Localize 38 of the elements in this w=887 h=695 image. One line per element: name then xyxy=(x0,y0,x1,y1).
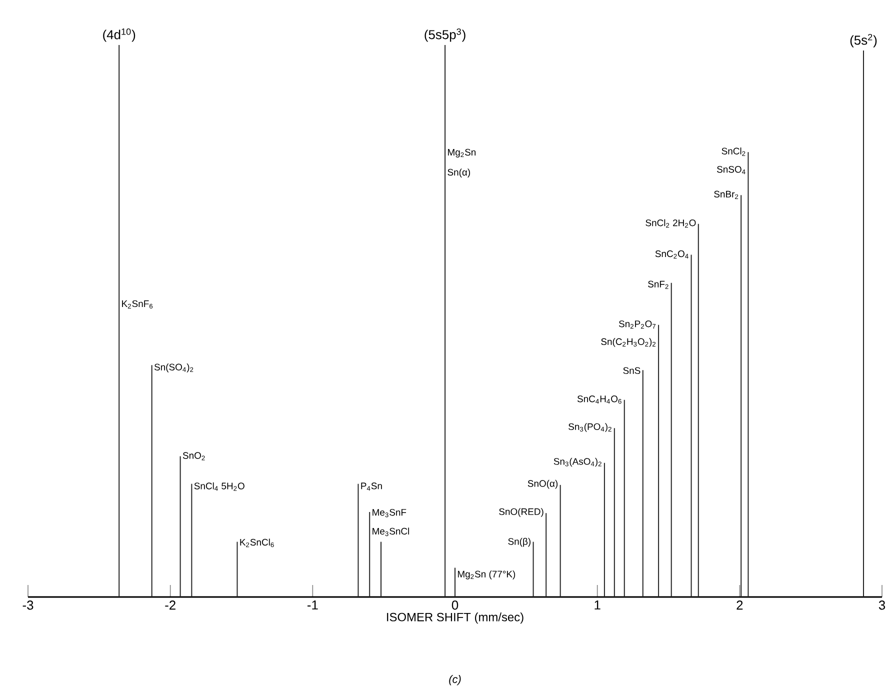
annotation: SnBr$_{2}$ xyxy=(714,190,738,199)
x-tick-label: 2 xyxy=(736,600,743,610)
x-axis-title: ISOMER SHIFT (mm/sec) xyxy=(387,612,524,624)
annotation: Sn$_{3}$(PO$_{4}$)$_{2}$ xyxy=(568,423,612,432)
annotation: Sn(α) xyxy=(448,168,470,178)
x-tick-label: -1 xyxy=(307,600,318,610)
annotation: (5s5p$^{3}$) xyxy=(424,28,466,42)
annotation: Sn$_{3}$(AsO$_{4}$)$_{2}$ xyxy=(554,458,602,467)
x-tick-label: 1 xyxy=(594,600,600,610)
x-tick-label: 0 xyxy=(452,600,458,610)
annotation: SnC$_{2}$O$_{4}$ xyxy=(655,250,688,259)
x-tick-label: -3 xyxy=(22,600,34,610)
annotation: Sn$_{2}$P$_{2}$O$_{7}$ xyxy=(618,320,656,329)
annotation: (4d$^{10}$) xyxy=(103,28,136,42)
annotation: (5s$^{2}$) xyxy=(850,34,877,48)
annotation: K$_{2}$SnCl$_{6}$ xyxy=(240,538,274,548)
annotation: SnC$_{4}$H$_{4}$O$_{6}$ xyxy=(577,396,622,404)
annotation: Sn(SO$_{4}$)$_{2}$ xyxy=(154,364,194,372)
annotation: SnCl$_{2}$ xyxy=(722,147,746,156)
annotation: SnO(RED) xyxy=(499,508,544,517)
annotation: SnSO$_{4}$ xyxy=(717,166,746,174)
annotation: SnF$_{2}$ xyxy=(648,280,668,289)
annotation: P$_{4}$Sn xyxy=(361,482,382,491)
annotation: SnO$_{2}$ xyxy=(182,452,205,460)
annotation: SnS xyxy=(623,367,640,374)
annotation: Mg$_{2}$Sn xyxy=(448,148,476,158)
annotation: K$_{2}$SnF$_{6}$ xyxy=(122,300,153,309)
text: (c) xyxy=(449,675,461,686)
annotation: Mg$_{2}$Sn (77°K) xyxy=(458,570,516,580)
annotation: Sn(β) xyxy=(508,538,530,547)
annotation: Me$_{3}$SnCl xyxy=(372,528,410,536)
annotation: SnCl$_{2}$ 2H$_{2}$O xyxy=(646,219,696,228)
annotation: SnO(α) xyxy=(528,480,558,489)
x-tick-label: -2 xyxy=(165,600,176,610)
annotation: Me$_{3}$SnF xyxy=(372,508,406,518)
annotation: Sn(C$_{2}$H$_{3}$O$_{2}$)$_{2}$ xyxy=(601,338,656,347)
x-tick-label: 3 xyxy=(878,600,886,610)
annotation: SnCl$_{4}$ 5H$_{2}$O xyxy=(194,482,244,491)
